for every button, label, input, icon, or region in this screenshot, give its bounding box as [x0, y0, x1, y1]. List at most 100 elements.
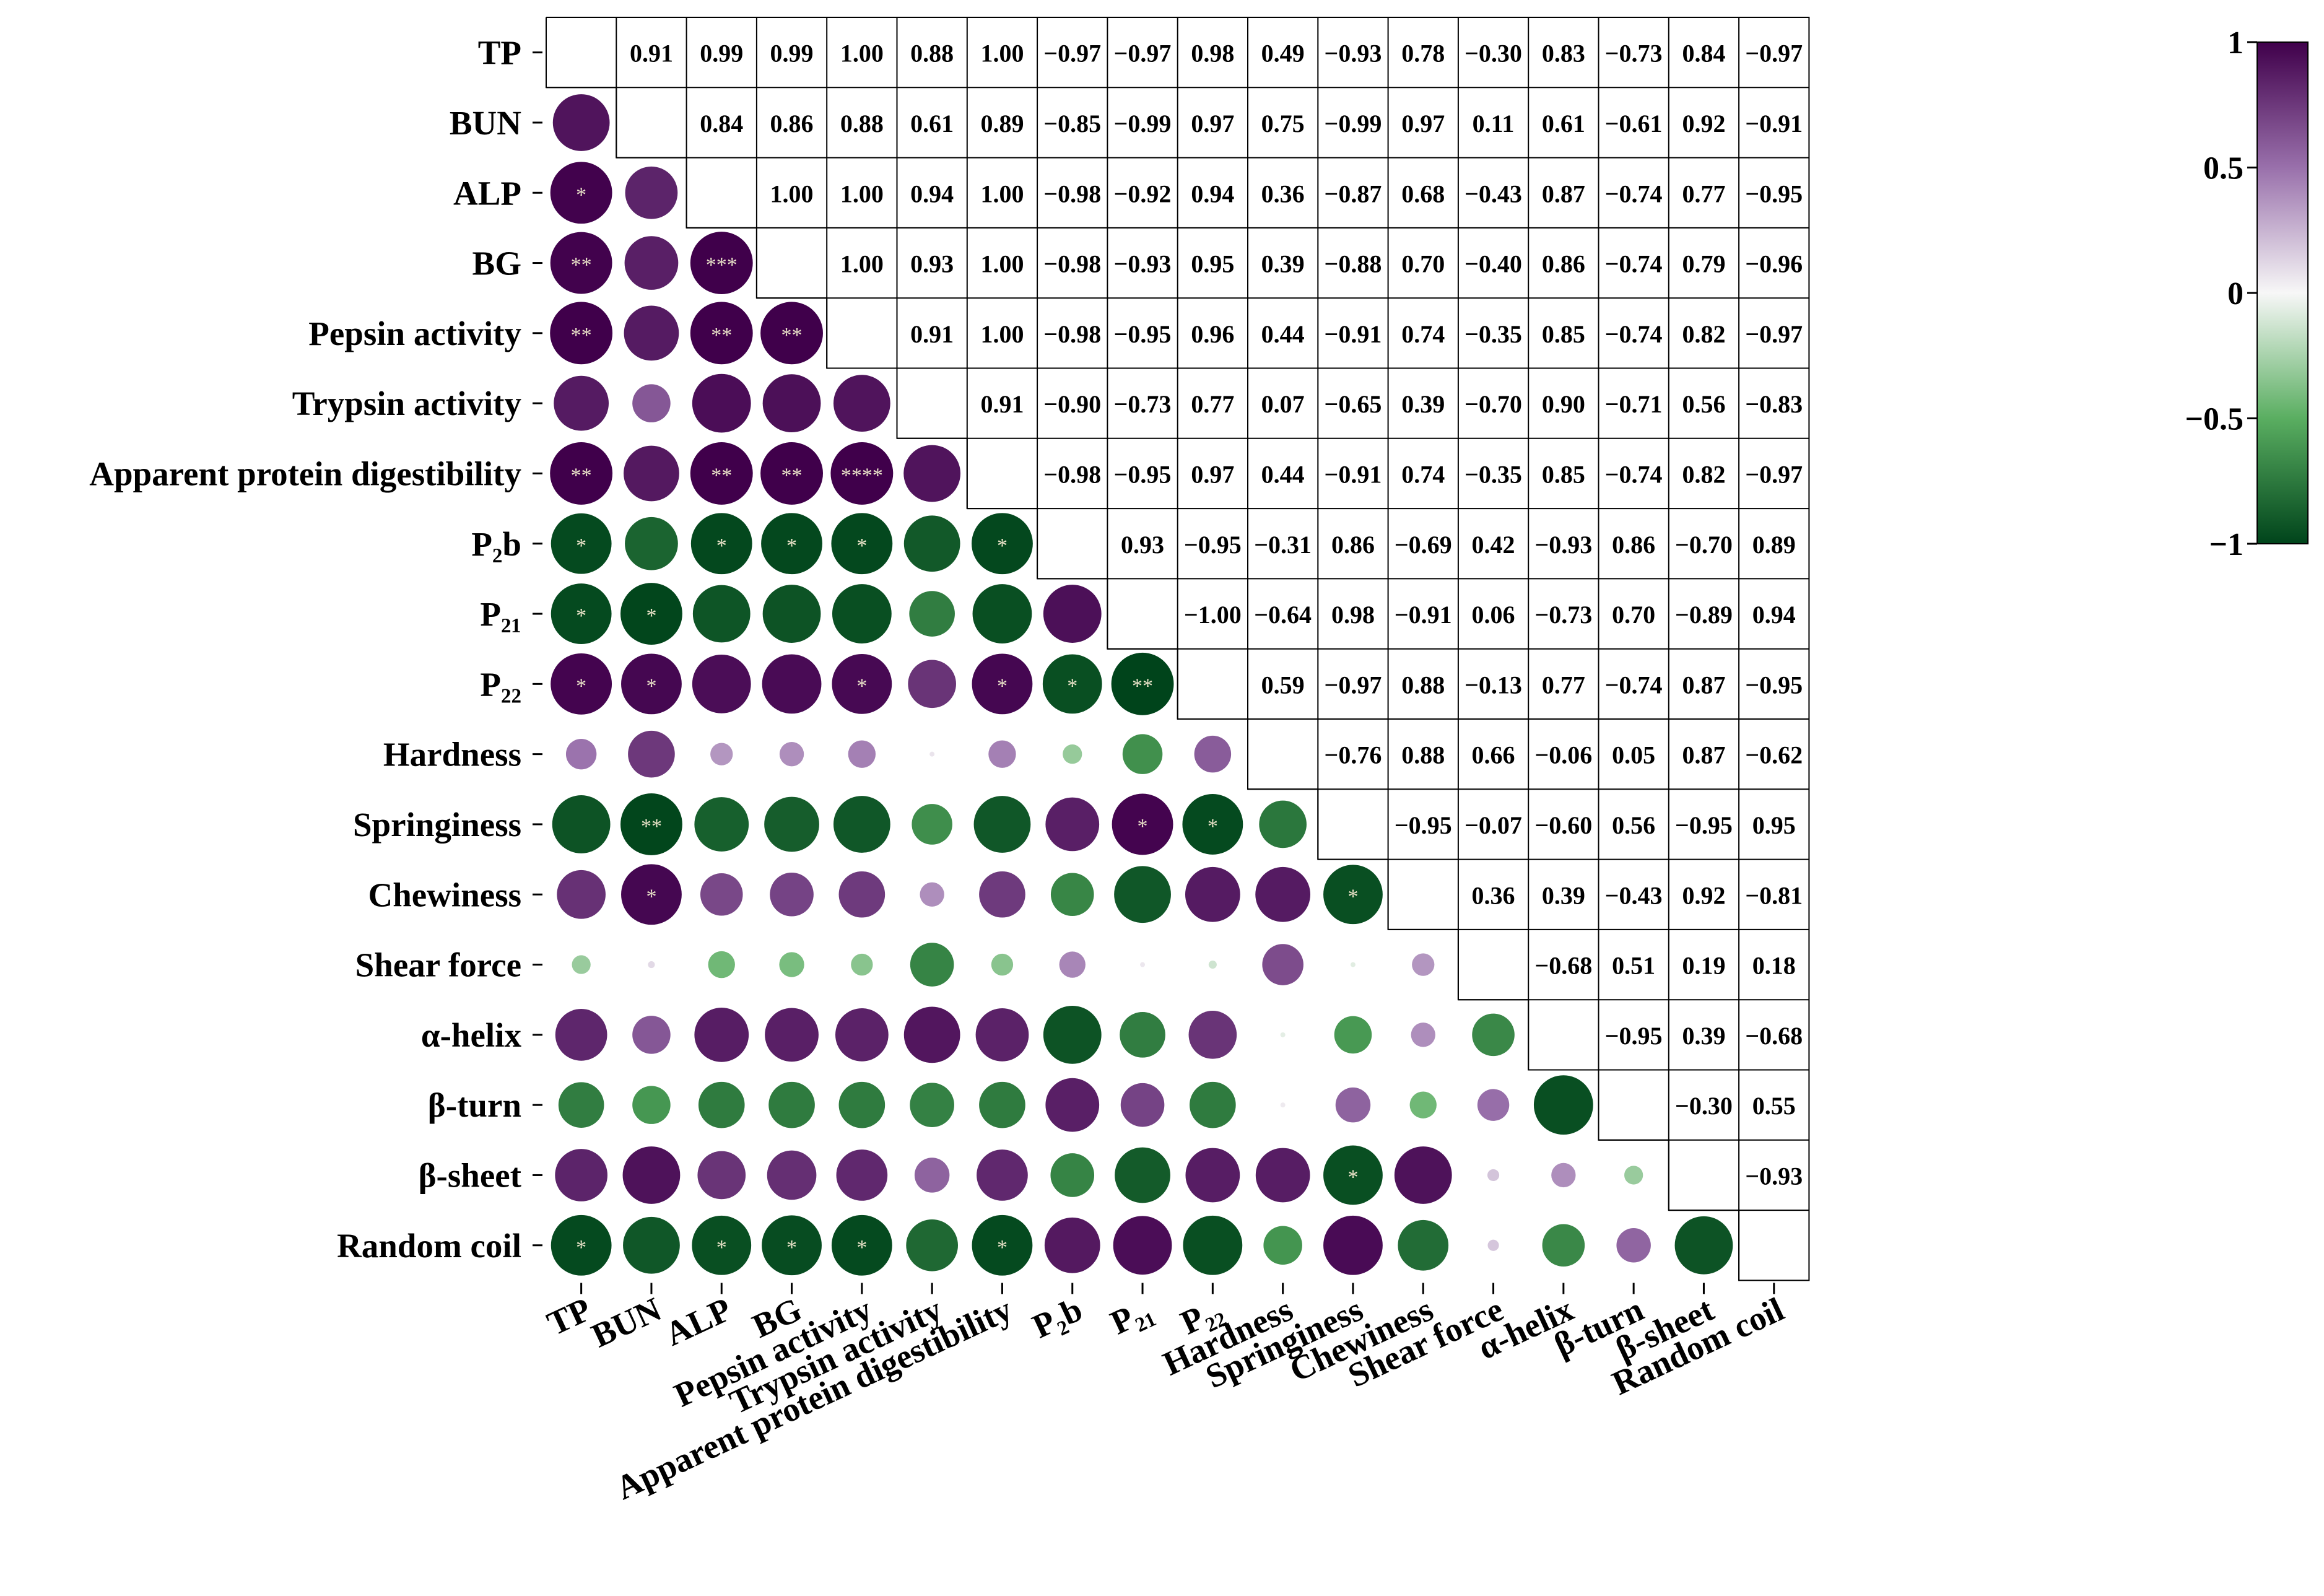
- coefficient-label: −0.73: [1534, 601, 1592, 629]
- coefficient-label: −0.35: [1464, 320, 1522, 348]
- correlation-circle: [558, 1082, 604, 1128]
- correlation-circle: [692, 585, 751, 643]
- correlation-circle: [624, 445, 679, 502]
- coefficient-label: 0.94: [910, 180, 954, 207]
- correlation-circle: [550, 442, 613, 505]
- coefficient-label: −0.92: [1114, 180, 1172, 207]
- correlation-circle: [770, 872, 814, 917]
- significance-stars: *: [856, 534, 867, 557]
- correlation-circle: [760, 442, 823, 505]
- row-label: Apparent protein digestibility: [89, 455, 521, 492]
- coefficient-label: 0.84: [1682, 40, 1725, 68]
- coefficient-label: 1.00: [770, 180, 814, 207]
- coefficient-label: −0.97: [1745, 320, 1803, 348]
- correlation-circle: [906, 1219, 958, 1271]
- correlation-circle: [621, 653, 682, 715]
- coefficient-label: −0.95: [1184, 531, 1242, 559]
- coefficient-label: −0.99: [1114, 110, 1172, 137]
- significance-stars: *: [786, 1236, 797, 1259]
- correlation-circle: [700, 873, 743, 916]
- coefficient-label: −0.96: [1745, 250, 1803, 278]
- correlation-circle: [1112, 793, 1173, 855]
- correlation-circle: [1477, 1089, 1510, 1121]
- coefficient-label: 0.88: [910, 40, 954, 68]
- coefficient-label: 0.44: [1261, 320, 1305, 348]
- correlation-circle: [1280, 1102, 1286, 1108]
- correlation-circle: [1063, 744, 1082, 764]
- coefficient-label: 1.00: [980, 180, 1024, 207]
- correlation-circle: [1323, 865, 1383, 925]
- coefficient-label: −0.91: [1325, 320, 1382, 348]
- coefficient-label: 0.93: [1121, 531, 1164, 559]
- coefficient-label: 0.39: [1542, 881, 1585, 909]
- correlation-circle: [1120, 1083, 1165, 1127]
- correlation-circle: [1280, 1032, 1286, 1037]
- correlation-circle: [833, 375, 890, 432]
- correlation-circle: [920, 882, 944, 907]
- coefficient-label: 0.79: [1682, 250, 1725, 278]
- row-label: Shear force: [355, 946, 521, 984]
- coefficient-label: 0.70: [1401, 250, 1445, 278]
- coefficient-label: −0.74: [1605, 250, 1663, 278]
- coefficient-label: 0.59: [1261, 671, 1305, 699]
- correlation-circle: [1190, 1081, 1236, 1128]
- correlation-circle: [621, 864, 682, 925]
- row-label: TP: [478, 34, 521, 72]
- correlation-circle: [975, 1008, 1029, 1062]
- colorbar-tick-label: 1: [2227, 25, 2243, 61]
- significance-stars: *: [997, 674, 1008, 697]
- correlation-circle: [551, 1214, 612, 1276]
- correlation-circle: [1140, 962, 1146, 967]
- colorbar-tick-label: −1: [2209, 527, 2243, 562]
- coefficient-label: 0.42: [1472, 531, 1515, 559]
- correlation-circle: [1188, 1011, 1237, 1059]
- correlation-circle: [1111, 652, 1174, 715]
- correlation-circle: [1045, 797, 1100, 852]
- correlation-circle: [912, 804, 952, 845]
- coefficient-label: −0.35: [1464, 460, 1522, 488]
- correlation-circle: [692, 1215, 752, 1275]
- correlation-circle: [1059, 951, 1086, 978]
- correlation-circle: [624, 305, 679, 361]
- correlation-circle: [1113, 1216, 1172, 1275]
- coefficient-label: 0.87: [1682, 671, 1725, 699]
- row-label: Hardness: [383, 736, 521, 774]
- significance-stars: *: [1067, 674, 1077, 697]
- significance-stars: ***: [706, 254, 738, 277]
- coefficient-label: −0.74: [1605, 460, 1663, 488]
- coefficient-label: 0.97: [1191, 110, 1234, 137]
- coefficient-label: −0.69: [1395, 531, 1452, 559]
- correlation-circle: [1487, 1169, 1500, 1182]
- coefficient-label: −0.83: [1745, 390, 1803, 418]
- correlation-circle: [1394, 1146, 1452, 1204]
- coefficient-label: 0.18: [1752, 952, 1796, 980]
- correlation-circle: [555, 1009, 607, 1061]
- coefficient-label: 0.74: [1401, 460, 1445, 488]
- coefficient-label: 0.92: [1682, 110, 1725, 137]
- coefficient-label: 1.00: [840, 180, 884, 207]
- significance-stars: *: [1138, 815, 1148, 838]
- correlation-circle: [565, 738, 597, 770]
- row-label: α-helix: [421, 1016, 522, 1054]
- correlation-circle: [765, 1008, 819, 1062]
- coefficient-label: 0.75: [1261, 110, 1305, 137]
- coefficient-label: −0.13: [1464, 671, 1522, 699]
- correlation-circle: [622, 1146, 681, 1204]
- correlation-circle: [835, 1008, 889, 1062]
- coefficient-label: 0.56: [1682, 390, 1725, 418]
- correlation-circle: [1115, 1147, 1170, 1203]
- correlation-circle: [552, 94, 610, 151]
- correlation-circle: [972, 653, 1033, 715]
- correlation-circle: [552, 795, 611, 853]
- correlation-circle: [903, 1006, 960, 1063]
- coefficient-label: 0.94: [1752, 601, 1796, 629]
- correlation-circle: [1255, 866, 1311, 922]
- significance-stars: **: [781, 464, 803, 487]
- coefficient-label: 0.88: [1401, 671, 1445, 699]
- coefficient-label: −0.74: [1605, 671, 1663, 699]
- column-label: P₂₁: [1105, 1290, 1158, 1341]
- coefficient-label: 0.86: [770, 110, 814, 137]
- coefficient-label: 0.91: [980, 390, 1024, 418]
- significance-stars: *: [1347, 1166, 1358, 1188]
- coefficient-label: −0.95: [1605, 1022, 1663, 1050]
